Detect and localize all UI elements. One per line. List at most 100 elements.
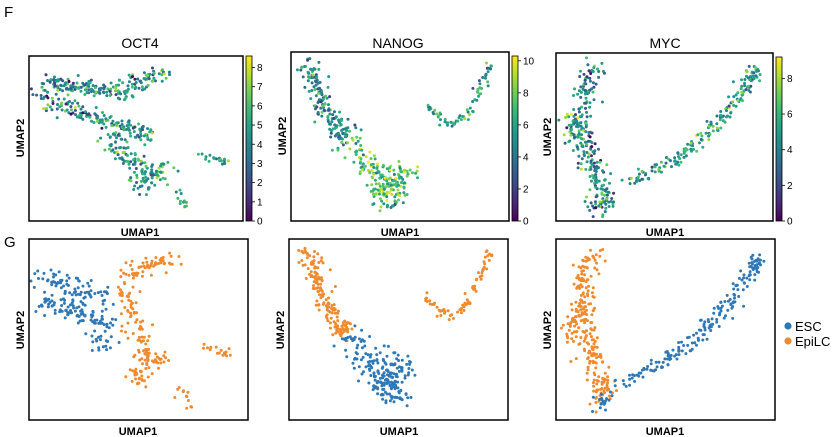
cell-point [712,311,716,315]
cell-point [364,352,368,356]
cell-point [403,193,407,197]
cell-point [141,270,145,274]
cell-point [579,336,583,339]
cell-point [134,320,138,324]
cell-point [728,298,732,301]
cell-point [582,312,586,316]
cell-point [50,304,54,308]
cell-point [138,79,142,83]
cell-point [95,119,99,123]
cell-point [343,319,347,323]
cell-point [397,359,401,362]
cell-point [608,181,611,185]
cell-point [67,276,71,280]
cell-point [152,76,156,80]
cell-point [707,138,711,142]
plot-frame [28,55,244,222]
cell-point [369,374,373,377]
cell-point [589,72,593,75]
cell-point [590,145,594,149]
cell-point [91,309,95,313]
cell-point [129,311,133,315]
cell-point [684,154,688,158]
colorbar-tick-label: 4 [257,140,263,151]
cell-point [97,335,100,339]
cell-point [313,250,316,253]
cell-point [584,101,588,105]
cell-point [385,195,389,199]
cell-point [580,126,584,130]
cell-point [751,268,755,271]
cell-point [307,89,311,93]
cell-point [586,258,589,262]
cell-point [676,160,680,164]
cell-point [594,202,598,206]
cell-point [585,151,589,154]
cell-point [378,192,381,196]
cell-point [98,91,102,95]
cell-point [351,361,355,365]
cell-point [758,79,762,83]
cell-point [485,61,488,65]
cell-point [375,381,379,385]
cell-point [139,179,143,183]
cell-point [577,326,581,330]
cell-point [309,270,313,274]
cell-point [686,343,690,347]
panel-label-f: F [4,4,13,21]
cell-point [313,265,317,269]
cell-point [376,162,379,166]
cell-point [343,156,347,160]
cell-point [327,103,330,107]
cell-point [696,133,700,137]
cell-point [49,268,53,272]
cell-point [346,141,350,145]
cell-point [573,121,577,125]
cell-point [145,178,148,182]
cell-point [330,290,334,293]
cell-point [637,172,641,176]
cell-point [471,86,475,90]
cell-point [403,376,407,380]
cell-point [680,340,683,344]
cell-point [587,342,591,346]
cell-point [374,385,378,389]
cell-point [157,72,161,76]
colorbar-gradient [775,56,783,222]
cell-point [392,382,396,386]
cell-point [122,281,126,284]
cell-point [146,74,150,77]
cell-point [154,256,158,259]
cell-point [576,116,580,120]
cell-point [320,92,324,95]
cell-point [52,275,55,279]
cell-point [475,98,479,102]
cell-point [460,306,463,310]
cell-point [485,249,489,253]
cell-point [64,81,68,85]
cell-point [383,390,387,394]
cell-point [582,154,586,158]
cell-point [736,99,740,102]
cell-point [569,133,573,137]
cell-point [315,272,318,275]
cell-point [317,289,321,293]
cell-point [75,115,79,119]
cell-point [329,316,333,320]
cell-point [64,87,68,91]
cell-point [682,155,686,159]
cell-point [447,318,451,322]
cell-point [127,273,131,277]
cell-point [353,324,357,328]
cell-point [604,206,608,210]
cell-point [300,259,304,262]
cell-point [591,69,595,73]
cell-point [715,122,719,126]
cell-point [589,335,593,339]
cell-point [379,187,383,191]
cell-point [590,291,594,295]
cell-point [650,169,654,173]
cell-point [309,97,313,101]
cell-point [341,131,345,135]
cell-point [579,298,583,302]
